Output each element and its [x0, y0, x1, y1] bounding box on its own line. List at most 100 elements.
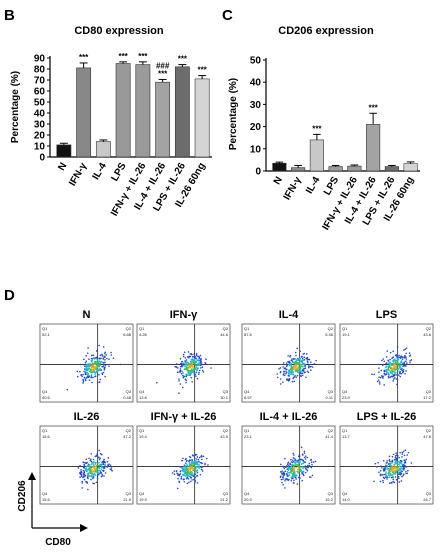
event-dot	[292, 459, 294, 462]
event-dot	[201, 470, 204, 472]
event-dot	[188, 465, 190, 467]
event-dot	[281, 481, 283, 484]
event-dot	[389, 351, 392, 354]
event-dot	[82, 363, 85, 366]
bar	[366, 124, 381, 172]
event-dot	[290, 359, 293, 362]
event-dot	[91, 462, 93, 465]
event-dot	[384, 476, 387, 478]
event-dot	[86, 372, 89, 374]
event-dot	[286, 471, 289, 473]
event-dot	[304, 365, 306, 368]
significance-label: ***	[118, 52, 128, 61]
event-dot	[289, 354, 292, 357]
event-dot	[85, 469, 87, 471]
event-dot	[392, 367, 395, 370]
event-dot	[294, 370, 297, 373]
event-dot	[293, 468, 296, 471]
bar	[115, 63, 131, 158]
event-dot	[86, 369, 89, 372]
event-dot	[184, 466, 187, 468]
event-dot	[378, 371, 380, 374]
event-dot	[83, 475, 85, 477]
quadrant-label: Q4	[42, 389, 48, 394]
event-dot	[378, 367, 380, 369]
event-dot	[281, 473, 283, 476]
event-dot	[80, 475, 83, 477]
y-tick-label: 70	[34, 76, 46, 87]
event-dot	[184, 464, 187, 467]
event-dot	[200, 360, 202, 362]
event-dot	[388, 476, 391, 478]
event-dot	[197, 373, 200, 375]
event-dot	[395, 462, 397, 464]
event-dot	[194, 476, 197, 479]
event-dot	[382, 479, 384, 482]
event-dot	[86, 352, 89, 354]
event-dot	[94, 462, 97, 464]
event-dot	[409, 361, 411, 364]
event-dot	[80, 473, 83, 476]
event-dot	[289, 463, 292, 466]
event-dot	[191, 360, 193, 363]
event-dot	[400, 459, 402, 462]
event-dot	[66, 388, 69, 391]
event-dot	[381, 359, 383, 362]
event-dot	[88, 465, 91, 468]
event-dot	[298, 455, 301, 457]
event-dot	[193, 478, 195, 481]
event-dot	[83, 358, 85, 361]
event-dot	[299, 477, 301, 480]
event-dot	[105, 354, 108, 356]
event-dot	[388, 482, 391, 485]
event-dot	[387, 367, 389, 369]
event-dot	[95, 366, 98, 369]
event-dot	[302, 462, 305, 465]
event-dot	[393, 463, 395, 466]
event-dot	[307, 371, 310, 374]
event-dot	[390, 474, 392, 476]
event-dot	[97, 456, 99, 459]
event-dot	[189, 360, 192, 363]
event-dot	[391, 455, 394, 458]
event-dot	[86, 469, 89, 471]
event-dot	[195, 365, 197, 367]
event-dot	[288, 478, 290, 481]
event-dot	[396, 457, 398, 460]
event-dot	[286, 463, 289, 466]
event-dot	[395, 478, 398, 481]
quadrant-label: Q3	[328, 491, 334, 496]
event-dot	[190, 372, 193, 374]
event-dot	[185, 359, 188, 361]
event-dot	[396, 467, 398, 470]
event-dot	[285, 362, 288, 364]
event-dot	[297, 463, 300, 466]
event-dot	[302, 370, 304, 372]
event-dot	[107, 457, 110, 459]
event-dot	[104, 375, 106, 378]
event-dot	[196, 462, 199, 464]
quadrant-label: 17.2	[423, 395, 432, 400]
event-dot	[398, 477, 400, 480]
event-dot	[297, 471, 299, 473]
event-dot	[111, 469, 113, 472]
quadrant-label: 15.6	[42, 497, 51, 502]
x-tick-label: N	[272, 175, 285, 187]
event-dot	[388, 470, 391, 472]
event-dot	[195, 459, 197, 462]
y-tick-label: 20	[34, 131, 46, 142]
event-dot	[204, 462, 206, 465]
event-dot	[187, 363, 190, 365]
event-dot	[95, 471, 98, 473]
event-dot	[302, 467, 304, 469]
event-dot	[186, 465, 189, 467]
event-dot	[180, 372, 183, 375]
event-dot	[401, 355, 403, 358]
event-dot	[398, 461, 401, 464]
event-dot	[186, 482, 189, 485]
event-dot	[93, 466, 95, 469]
event-dot	[91, 363, 93, 366]
event-dot	[394, 476, 397, 478]
event-dot	[300, 469, 303, 472]
